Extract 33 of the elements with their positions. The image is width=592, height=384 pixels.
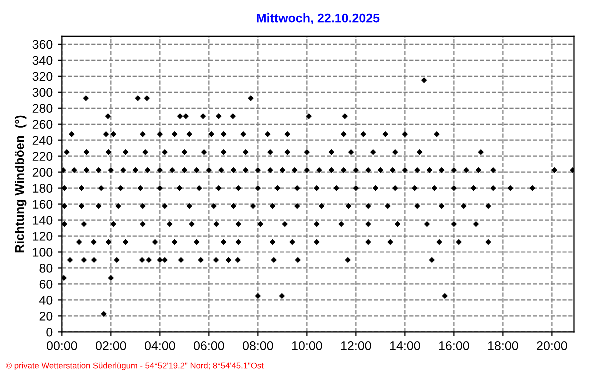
y-tick-label: 240 [32,136,53,146]
y-tick-label: 180 [33,184,53,193]
y-tick-label: 40 [40,296,53,305]
x-tick-label: 00:00 [47,342,78,350]
x-tick-label: 16:00 [439,342,470,350]
text: © private Wetterstation Süderlügum - 54°52'19.2" Nord; 8°54'45.1"Ost [6,362,264,370]
x-tick-label: 10:00 [292,342,322,350]
x-tick-label: 08:00 [243,342,274,350]
x-tick-label: 12:00 [341,342,372,350]
y-tick-label: 160 [33,200,53,209]
x-tick-label: 20:00 [537,342,568,350]
x-tick-label: 18:00 [488,342,518,350]
y-tick-label: 220 [32,152,53,162]
x-tick-label: 02:00 [96,342,126,350]
y-tick-label: 60 [40,280,53,289]
y-tick-label: 140 [33,216,53,225]
chart-title: Mittwoch, 22.10.2025 [257,14,380,25]
y-tick-label: 200 [32,168,53,177]
y-tick-label: 280 [32,104,53,114]
y-tick-label: 100 [33,248,53,257]
x-tick-label: 14:00 [390,342,420,350]
y-tick-label: 340 [32,56,53,66]
y-tick-label: 80 [40,264,53,273]
x-tick-label: 04:00 [145,342,176,350]
y-tick-label: 20 [40,312,53,321]
y-tick-label: 360 [32,40,53,50]
y-tick-label: 300 [32,88,53,98]
y-tick-label: 260 [32,120,53,130]
y-tick-label: 120 [33,232,53,241]
y-tick-label: 320 [32,72,53,82]
y-axis-title: Richtung Windböen (°) [15,116,27,253]
x-tick-label: 06:00 [194,342,224,350]
y-tick-label: 0 [46,328,53,337]
